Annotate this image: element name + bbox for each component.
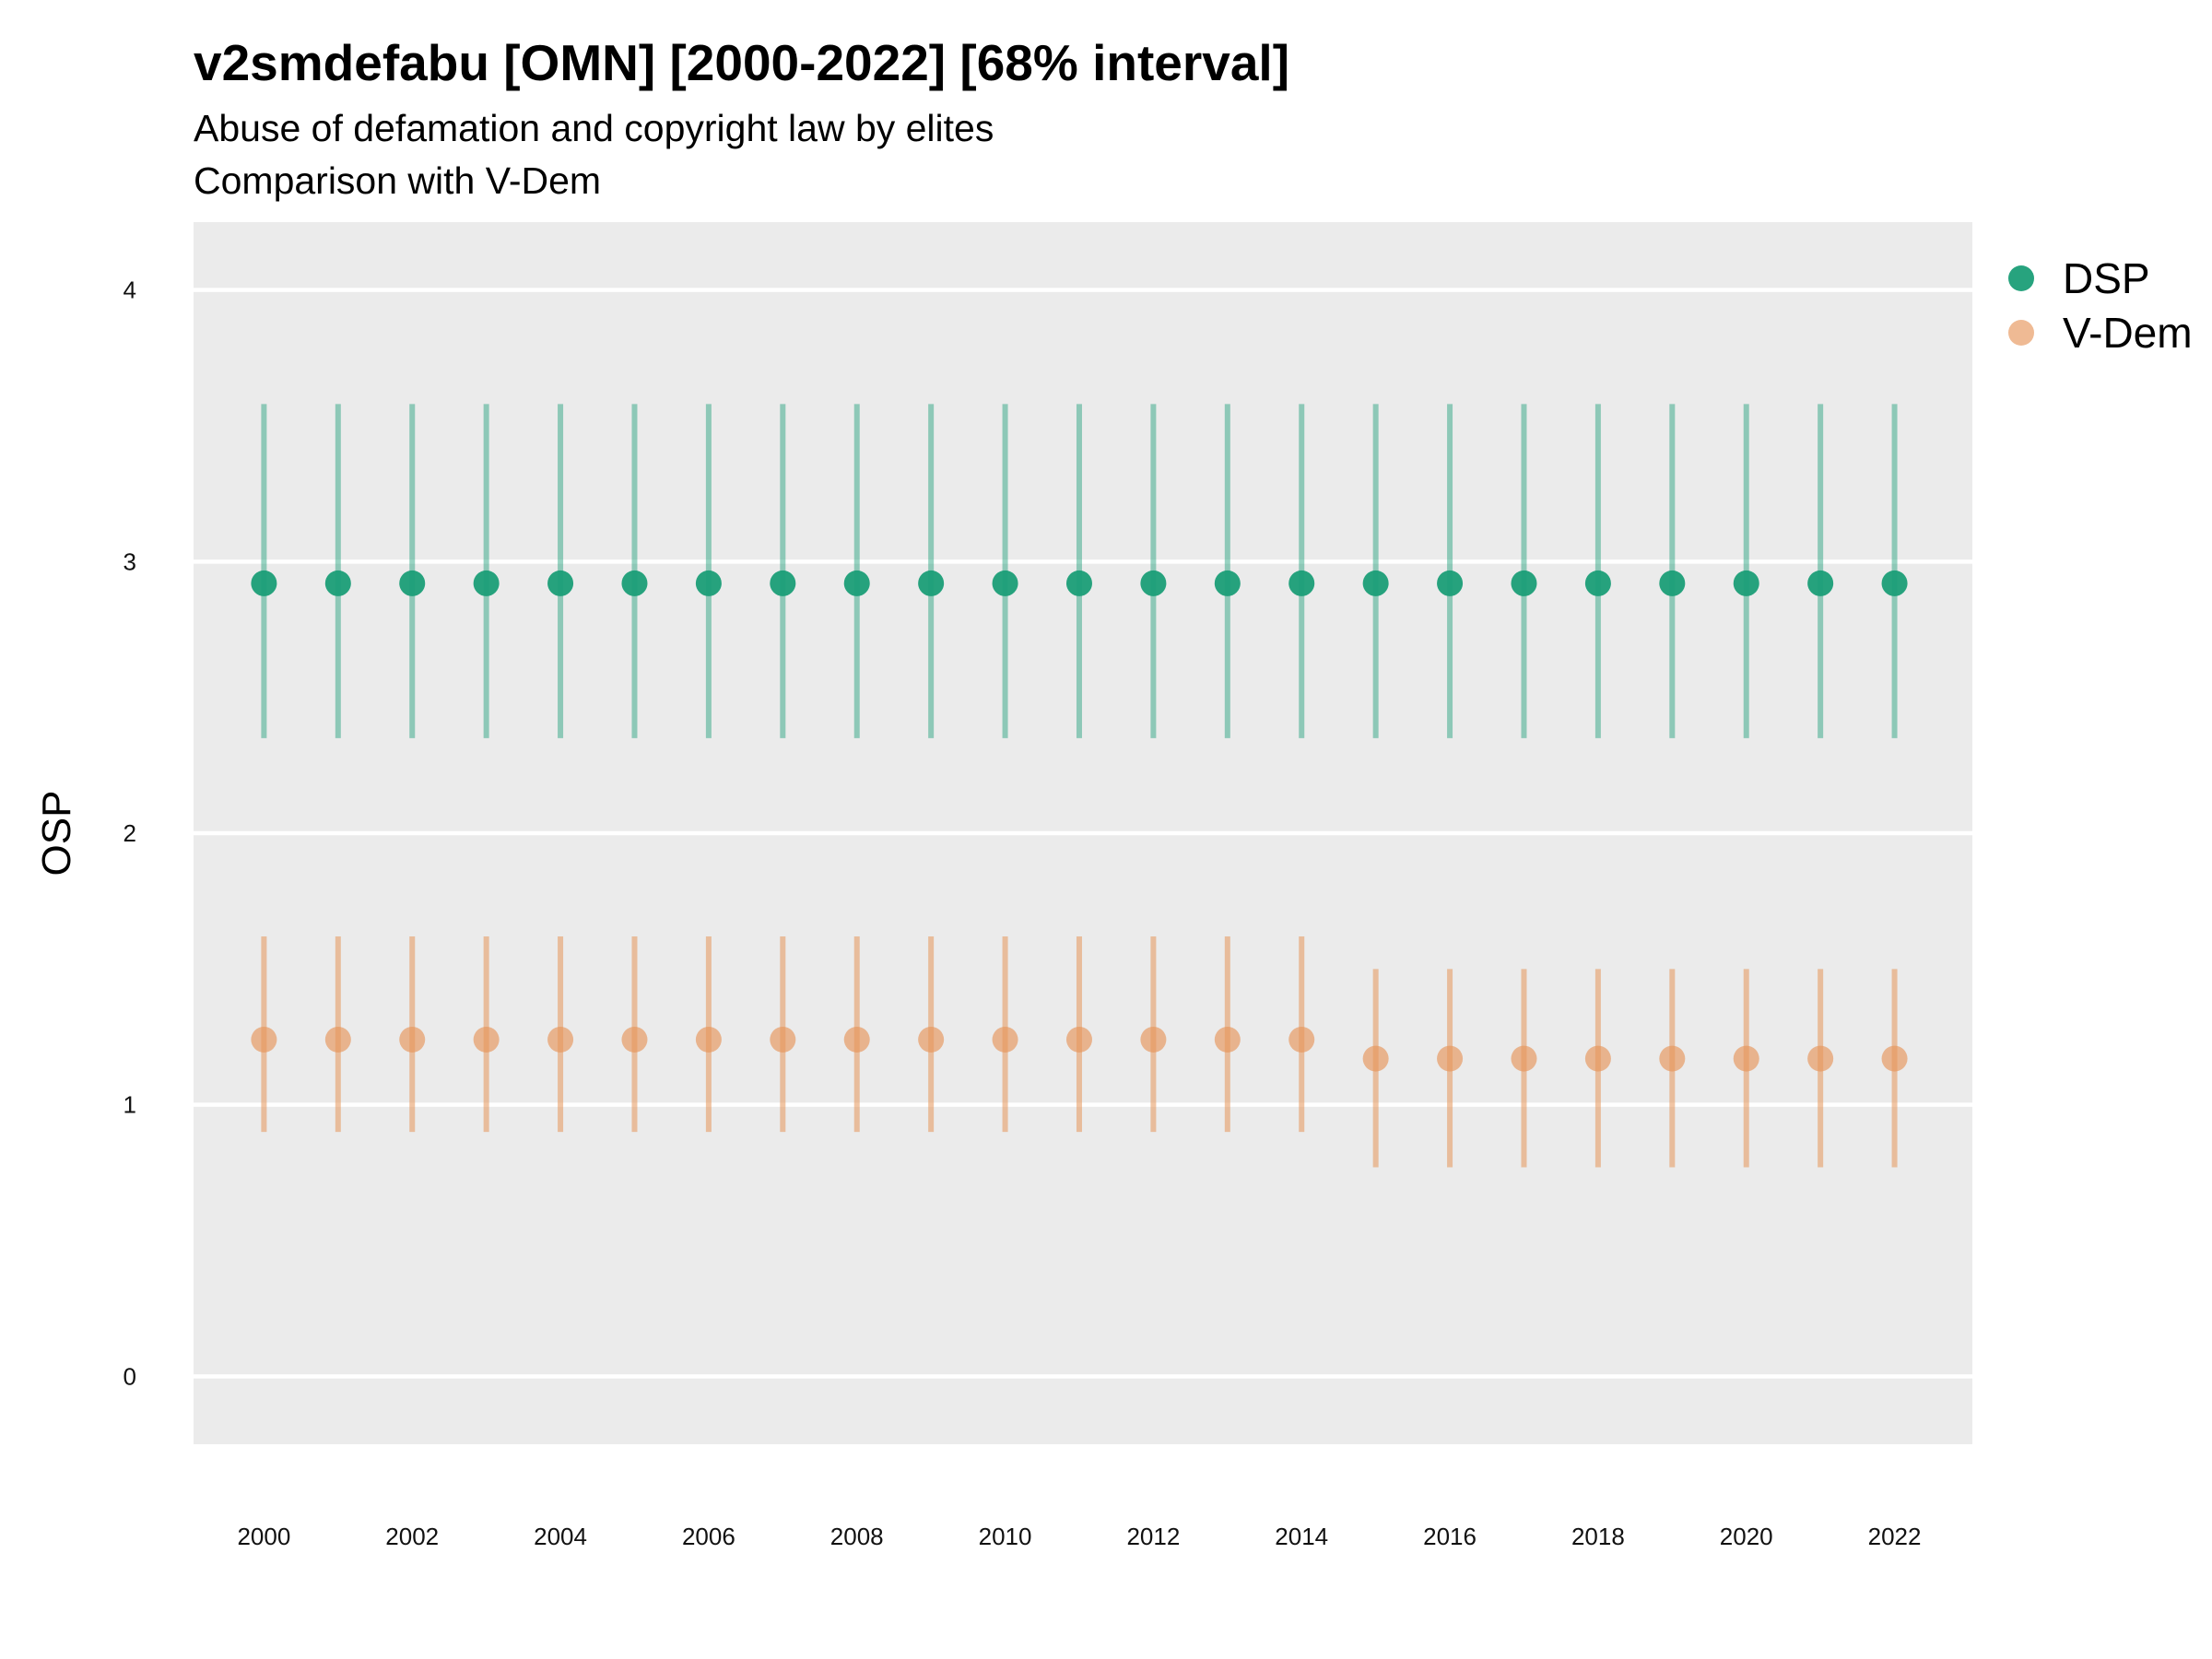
y-tick-label-2: 2: [124, 819, 136, 847]
point-DSP-2000: [251, 570, 277, 596]
x-axis-ticks: 2000 2002 2004 2006 2008 2010 2012 2014 2016 2018…: [237, 1523, 1921, 1550]
point-DSP-2009: [918, 570, 945, 596]
point-DSP-2017: [1511, 570, 1537, 596]
point-V-Dem-2017: [1511, 1045, 1537, 1072]
legend: DSP V-Dem: [2008, 254, 2193, 357]
point-V-Dem-2022: [1881, 1045, 1908, 1072]
x-tick-label-2020: 2020: [1720, 1523, 1773, 1550]
point-DSP-2004: [547, 570, 574, 596]
point-V-Dem-2008: [843, 1026, 870, 1053]
point-DSP-2002: [399, 570, 426, 596]
point-DSP-2007: [770, 570, 796, 596]
legend-label-DSP: DSP: [2063, 254, 2150, 302]
legend-label-V-Dem: V-Dem: [2063, 309, 2193, 357]
point-DSP-2010: [992, 570, 1018, 596]
x-tick-label-2012: 2012: [1126, 1523, 1180, 1550]
point-DSP-2012: [1140, 570, 1167, 596]
point-DSP-2005: [621, 570, 648, 596]
legend-key-V-Dem: [2008, 320, 2034, 346]
chart-subtitle-line-2: Comparison with V-Dem: [194, 159, 602, 202]
point-V-Dem-2012: [1140, 1026, 1167, 1053]
point-V-Dem-2014: [1288, 1026, 1315, 1053]
series-v-dem: [251, 935, 1908, 1168]
point-V-Dem-2016: [1437, 1045, 1464, 1072]
point-DSP-2014: [1288, 570, 1315, 596]
point-DSP-2001: [324, 570, 351, 596]
point-V-Dem-2005: [621, 1026, 648, 1053]
point-V-Dem-2010: [992, 1026, 1018, 1053]
point-V-Dem-2018: [1584, 1045, 1611, 1072]
x-tick-label-2010: 2010: [979, 1523, 1032, 1550]
y-tick-label-4: 4: [124, 276, 136, 304]
point-V-Dem-2006: [695, 1026, 722, 1053]
point-V-Dem-2002: [399, 1026, 426, 1053]
point-DSP-2015: [1362, 570, 1389, 596]
point-V-Dem-2007: [770, 1026, 796, 1053]
grid-lines: [194, 288, 1972, 1379]
legend-key-DSP: [2008, 265, 2034, 291]
point-DSP-2021: [1807, 570, 1834, 596]
point-DSP-2013: [1214, 570, 1241, 596]
x-tick-label-2000: 2000: [237, 1523, 290, 1550]
point-DSP-2011: [1065, 570, 1092, 596]
point-V-Dem-2021: [1807, 1045, 1834, 1072]
x-tick-label-2006: 2006: [682, 1523, 735, 1550]
x-tick-label-2014: 2014: [1275, 1523, 1328, 1550]
series-dsp: [251, 404, 1908, 738]
x-tick-label-2018: 2018: [1571, 1523, 1625, 1550]
x-tick-label-2002: 2002: [385, 1523, 439, 1550]
y-tick-label-1: 1: [124, 1091, 136, 1119]
chart-subtitle-line-1: Abuse of defamation and copyright law by…: [194, 107, 994, 149]
point-V-Dem-2001: [324, 1026, 351, 1053]
point-V-Dem-2019: [1659, 1045, 1686, 1072]
y-axis-ticks: 0 1 2 3 4: [124, 276, 136, 1391]
x-tick-label-2022: 2022: [1868, 1523, 1922, 1550]
x-tick-label-2004: 2004: [534, 1523, 587, 1550]
y-axis-label: OSP: [34, 791, 79, 877]
point-V-Dem-2013: [1214, 1026, 1241, 1053]
point-DSP-2018: [1584, 570, 1611, 596]
x-tick-label-2008: 2008: [830, 1523, 884, 1550]
point-V-Dem-2011: [1065, 1026, 1092, 1053]
y-tick-label-0: 0: [124, 1362, 136, 1390]
point-V-Dem-2003: [473, 1026, 500, 1053]
point-DSP-2003: [473, 570, 500, 596]
point-V-Dem-2009: [918, 1026, 945, 1053]
point-DSP-2022: [1881, 570, 1908, 596]
chart-title: v2smdefabu [OMN] [2000-2022] [68% interv…: [194, 34, 1290, 91]
y-tick-label-3: 3: [124, 547, 136, 575]
point-DSP-2020: [1733, 570, 1759, 596]
point-V-Dem-2020: [1733, 1045, 1759, 1072]
point-V-Dem-2000: [251, 1026, 277, 1053]
point-DSP-2006: [695, 570, 722, 596]
point-DSP-2019: [1659, 570, 1686, 596]
x-tick-label-2016: 2016: [1423, 1523, 1477, 1550]
point-V-Dem-2015: [1362, 1045, 1389, 1072]
data-marks: [251, 404, 1908, 1168]
point-V-Dem-2004: [547, 1026, 574, 1053]
point-DSP-2008: [843, 570, 870, 596]
point-DSP-2016: [1437, 570, 1464, 596]
